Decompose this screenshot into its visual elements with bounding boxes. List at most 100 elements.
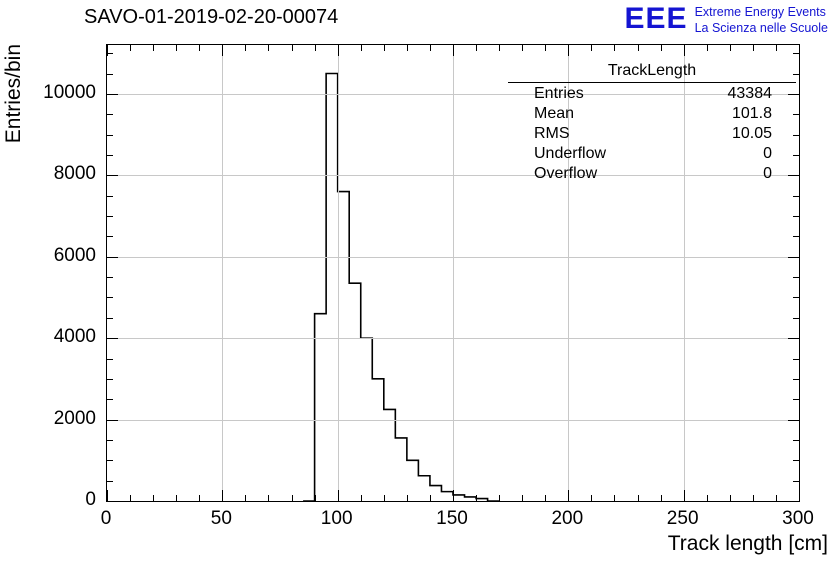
y-axis-minor-tick [107, 480, 113, 482]
y-axis-minor-tick [107, 73, 113, 75]
y-axis-minor-tick [793, 114, 799, 116]
x-axis-tick [799, 490, 800, 501]
x-axis-minor-tick [660, 495, 662, 501]
y-axis-minor-tick [107, 297, 113, 299]
x-axis-minor-tick [660, 45, 662, 51]
x-axis-tick-label: 250 [666, 508, 699, 529]
x-axis-tick-label: 300 [782, 508, 814, 529]
stats-row-key: RMS [534, 125, 570, 142]
y-axis-minor-tick [793, 317, 799, 319]
x-axis-minor-tick [706, 495, 708, 501]
x-axis-minor-tick [314, 45, 316, 51]
x-axis-minor-tick [522, 495, 524, 501]
y-axis-minor-tick [107, 53, 113, 55]
x-axis-minor-tick [752, 495, 754, 501]
stats-row: Underflow 0 [508, 143, 796, 163]
x-axis-minor-tick [637, 495, 639, 501]
y-axis-minor-tick [793, 460, 799, 462]
y-axis-minor-tick [107, 134, 113, 136]
x-axis-tick [568, 490, 570, 501]
y-axis-tick [107, 501, 118, 502]
y-axis-minor-tick [793, 73, 799, 75]
stats-row-key: Overflow [534, 165, 598, 182]
y-axis-tick-label: 10000 [43, 81, 96, 103]
stats-row: RMS 10.05 [508, 123, 796, 143]
y-axis-minor-tick [793, 216, 799, 217]
y-axis-minor-tick [107, 378, 113, 380]
y-axis-minor-tick [107, 460, 113, 462]
stats-row-key: Entries [534, 85, 584, 102]
stats-rows: Entries 43384 Mean 101.8 RMS 10.05 Underflow 0 O… [508, 83, 796, 183]
x-axis-tick-label: 0 [100, 508, 112, 529]
x-axis-tick [337, 45, 339, 56]
y-axis-tick [107, 419, 118, 421]
x-axis-minor-tick [775, 495, 777, 501]
stats-row: Overflow 0 [508, 163, 796, 183]
grid-line-horizontal [107, 256, 799, 258]
y-axis-minor-tick [107, 439, 113, 441]
y-axis-tick [788, 501, 799, 502]
stats-row: Entries 43384 [508, 83, 796, 103]
y-axis-minor-tick [793, 480, 799, 482]
stats-row-value: 0 [763, 165, 772, 182]
stats-row-value: 0 [763, 145, 772, 162]
x-axis-minor-tick [153, 45, 155, 51]
x-axis-minor-tick [591, 495, 593, 501]
x-axis-tick [799, 45, 800, 56]
y-axis-tick-label: 6000 [53, 244, 96, 266]
x-axis-tick [453, 45, 454, 56]
x-axis-minor-tick [637, 45, 639, 51]
y-axis-minor-tick [793, 154, 799, 156]
x-axis-minor-tick [199, 45, 201, 51]
x-axis-minor-tick [130, 495, 132, 501]
x-axis-minor-tick [268, 45, 270, 51]
x-axis-minor-tick [614, 45, 616, 51]
x-axis-minor-tick [406, 45, 408, 51]
y-axis-minor-tick [107, 195, 113, 197]
y-axis-minor-tick [107, 114, 113, 116]
stats-row-value: 10.05 [731, 125, 772, 142]
y-axis-minor-tick [793, 134, 799, 136]
x-axis-tick [453, 490, 454, 501]
y-axis-minor-tick [107, 236, 113, 238]
y-axis-minor-tick [793, 236, 799, 238]
x-axis-minor-tick [291, 495, 293, 501]
grid-line-horizontal [107, 338, 799, 340]
eee-logo-mark: EEE [624, 2, 688, 35]
x-axis-minor-tick [153, 495, 155, 501]
y-axis-minor-tick [793, 53, 799, 55]
eee-logo-line1: Extreme Energy Events [694, 5, 826, 19]
x-axis-minor-tick [499, 45, 501, 51]
x-axis-tick [683, 45, 685, 56]
stats-row-value: 43384 [727, 85, 773, 102]
x-axis-minor-tick [406, 495, 408, 501]
x-axis-minor-tick [614, 495, 616, 501]
x-axis-minor-tick [729, 495, 731, 501]
y-axis-tick [107, 256, 118, 258]
x-axis-minor-tick [476, 45, 478, 51]
y-axis-minor-tick [107, 399, 113, 401]
eee-logo: EEE Extreme Energy Events La Scienza nel… [625, 4, 828, 36]
x-axis-minor-tick [775, 45, 777, 51]
x-axis-minor-tick [499, 495, 501, 501]
y-axis-minor-tick [793, 195, 799, 197]
y-axis-tick [788, 175, 799, 177]
x-axis-minor-tick [314, 495, 316, 501]
x-axis-minor-tick [545, 495, 547, 501]
eee-logo-text: Extreme Energy Events La Scienza nelle S… [688, 4, 828, 36]
grid-line-vertical [453, 45, 454, 501]
x-axis-minor-tick [245, 495, 247, 501]
x-axis-minor-tick [176, 45, 178, 51]
stats-row-key: Underflow [534, 145, 607, 162]
x-axis-tick-label: 150 [436, 508, 468, 529]
x-axis-tick-label: 50 [210, 508, 232, 529]
x-axis-tick [107, 45, 108, 56]
y-axis-tick [107, 175, 118, 177]
x-axis-minor-tick [268, 495, 270, 501]
grid-line-horizontal [107, 93, 799, 95]
y-axis-minor-tick [107, 154, 113, 156]
stats-row-key: Mean [534, 105, 575, 122]
stats-row: Mean 101.8 [508, 103, 796, 123]
x-axis-tick-label: 200 [551, 508, 584, 529]
